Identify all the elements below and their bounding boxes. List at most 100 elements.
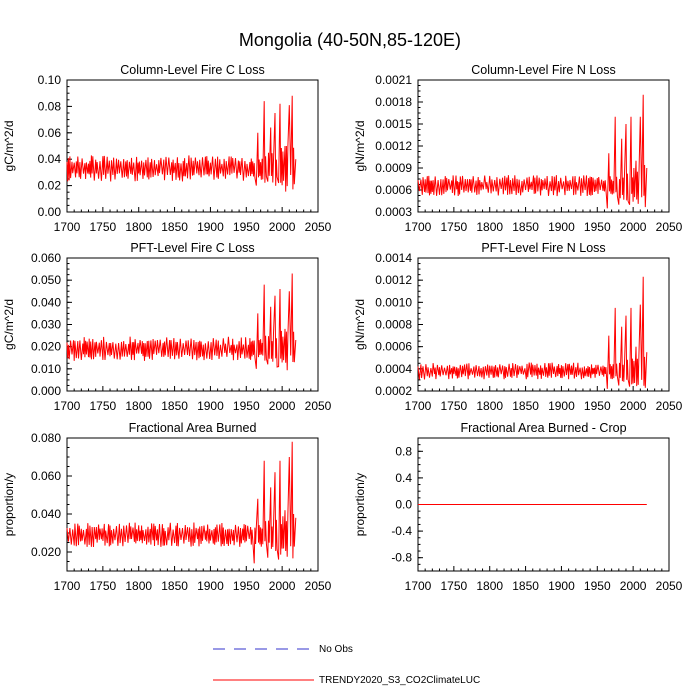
y-tick-label: 0.020 [31,340,61,354]
x-tick-label: 2050 [656,399,683,413]
y-axis-label: gN/m^2/d [353,121,367,172]
panel-pft-level-fire-n-loss: PFT-Level Fire N Loss gN/m^2/d 1700 1750 180… [353,241,683,413]
x-tick-label: 1700 [405,579,432,593]
x-tick-label: 2050 [305,399,332,413]
y-tick-label: 0.040 [31,295,61,309]
x-tick-label: 1800 [125,399,152,413]
y-tick-label: 0.0018 [375,95,412,109]
x-tick-label: 1750 [90,399,117,413]
y-tick-label: 0.06 [38,126,62,140]
series-line-trendy2020-s3-co2climateluc [66,95,297,192]
series-line-trendy2020-s3-co2climateluc [417,276,648,389]
x-tick-label: 1950 [584,220,611,234]
x-tick-label: 1800 [476,220,503,234]
x-tick-label: 1900 [197,579,224,593]
x-tick-label: 1800 [125,579,152,593]
x-tick-label: 1850 [512,220,539,234]
panel-title: Column-Level Fire C Loss [120,63,265,77]
x-tick-label: 1750 [90,579,117,593]
y-tick-label: 0.0006 [375,183,412,197]
panel-fractional-area-burned: Fractional Area Burned proportion/y 1700 17… [2,421,332,593]
x-tick-label: 1850 [512,399,539,413]
panel-column-level-fire-c-loss: Column-Level Fire C Loss gC/m^2/d 1700 1750… [2,63,332,234]
y-axis-label: proportion/y [353,473,367,536]
panel-pft-level-fire-c-loss: PFT-Level Fire C Loss gC/m^2/d 1700 1750 180… [2,241,332,413]
x-tick-label: 1950 [584,579,611,593]
x-tick-label: 2000 [620,220,647,234]
x-tick-label: 1950 [233,579,260,593]
x-tick-label: 1750 [441,220,468,234]
y-tick-label: 0.00 [38,205,62,219]
y-tick-label: 0.0012 [375,273,412,287]
y-tick-label: 0.040 [31,507,61,521]
x-tick-label: 1950 [233,220,260,234]
x-tick-label: 1750 [441,579,468,593]
x-tick-label: 1900 [548,579,575,593]
x-tick-label: 1850 [161,220,188,234]
x-tick-label: 2000 [269,399,296,413]
x-tick-label: 2050 [656,579,683,593]
y-tick-label: 0.0014 [375,251,412,265]
x-tick-label: 1700 [405,399,432,413]
x-tick-label: 1850 [161,399,188,413]
x-tick-label: 1750 [441,399,468,413]
y-tick-label: 0.4 [395,471,412,485]
x-tick-label: 2050 [305,579,332,593]
y-tick-label: 0.0012 [375,139,412,153]
y-tick-label: 0.0008 [375,318,412,332]
y-axis-label: gC/m^2/d [2,299,16,350]
y-tick-label: 0.0003 [375,205,412,219]
panel-fractional-area-burned-crop: Fractional Area Burned - Crop proportion/… [353,421,683,593]
x-tick-label: 2000 [620,579,647,593]
x-tick-label: 2050 [656,220,683,234]
x-tick-label: 1850 [512,579,539,593]
panel-column-level-fire-n-loss: Column-Level Fire N Loss gN/m^2/d 1700 1750… [353,63,683,234]
y-tick-label: 0.000 [31,384,61,398]
panel-grid: Column-Level Fire C Loss gC/m^2/d 1700 1750… [2,63,683,593]
x-tick-label: 1700 [54,579,81,593]
y-axis-label: gN/m^2/d [353,299,367,350]
y-tick-label: 0.8 [395,444,412,458]
x-tick-label: 1900 [197,220,224,234]
y-tick-label: 0.08 [38,99,62,113]
y-tick-label: 0.0002 [375,384,412,398]
y-tick-label: 0.060 [31,469,61,483]
y-tick-label: 0.04 [38,152,62,166]
y-tick-label: 0.02 [38,179,62,193]
y-tick-label: 0.030 [31,318,61,332]
series-line-trendy2020-s3-co2climateluc [66,273,297,371]
legend: No Obs TRENDY2020_S3_CO2ClimateLUC [213,644,480,686]
x-tick-label: 1950 [233,399,260,413]
panel-title: Fractional Area Burned [129,421,257,435]
figure-title: Mongolia (40-50N,85-120E) [239,30,461,50]
y-tick-label: 0.080 [31,431,61,445]
panel-title: PFT-Level Fire N Loss [481,241,605,255]
y-tick-label: 0.0010 [375,295,412,309]
y-tick-label: 0.060 [31,251,61,265]
legend-label-trendy: TRENDY2020_S3_CO2ClimateLUC [319,675,480,686]
x-tick-label: 1700 [405,220,432,234]
y-tick-label: 0.0 [395,498,412,512]
y-tick-label: 0.020 [31,545,61,559]
y-tick-label: -0.8 [391,551,412,565]
y-tick-label: 0.0021 [375,73,412,87]
x-tick-label: 2000 [269,220,296,234]
y-tick-label: 0.050 [31,273,61,287]
x-tick-label: 1900 [197,399,224,413]
y-tick-label: 0.0004 [375,362,412,376]
panel-title: Fractional Area Burned - Crop [460,421,626,435]
x-tick-label: 1950 [584,399,611,413]
y-tick-label: -0.4 [391,524,412,538]
series-line-trendy2020-s3-co2climateluc [417,94,648,209]
legend-label-no-obs: No Obs [319,644,353,655]
x-tick-label: 1800 [125,220,152,234]
panel-title: PFT-Level Fire C Loss [130,241,254,255]
x-tick-label: 2000 [269,579,296,593]
x-tick-label: 1700 [54,220,81,234]
y-tick-label: 0.0009 [375,161,412,175]
y-tick-label: 0.10 [38,73,62,87]
x-tick-label: 1800 [476,399,503,413]
x-tick-label: 1700 [54,399,81,413]
y-tick-label: 0.010 [31,362,61,376]
